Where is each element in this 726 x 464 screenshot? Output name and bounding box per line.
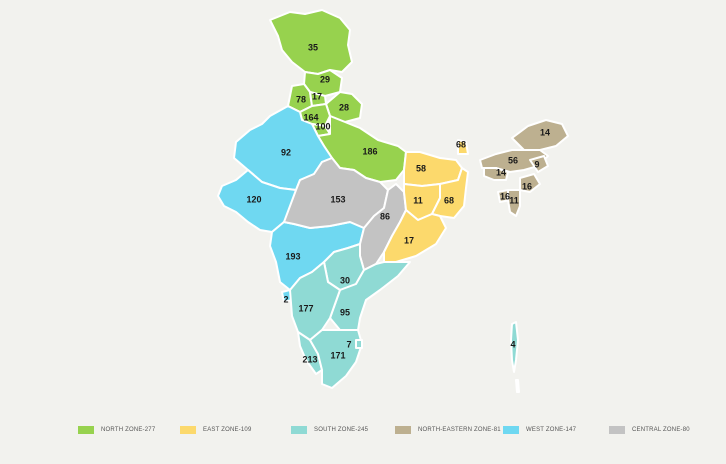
label-maharashtra: 193 xyxy=(285,251,300,261)
label-tripura: 16 xyxy=(500,191,510,201)
region-meghalaya[interactable] xyxy=(483,167,509,181)
legend-swatch xyxy=(180,426,196,434)
legend-label: NORTH-EASTERN ZONE-81 xyxy=(418,427,501,433)
label-nagaland: 9 xyxy=(534,159,539,169)
legend-label: WEST ZONE-147 xyxy=(526,427,577,433)
legend-item-north-eastern: NORTH-EASTERN ZONE-81 xyxy=(395,424,501,436)
legend-item-central: CENTRAL ZONE-80 xyxy=(609,424,690,436)
region-nicobar-islands[interactable] xyxy=(515,379,520,393)
region-nagaland[interactable] xyxy=(529,155,549,173)
label-telangana: 30 xyxy=(340,275,350,285)
legend-label: EAST ZONE-109 xyxy=(203,427,252,433)
label-kerala: 213 xyxy=(302,354,317,364)
label-jharkhand: 11 xyxy=(413,195,423,205)
label-uttar-pradesh: 186 xyxy=(362,146,377,156)
label-puducherry: 7 xyxy=(346,339,351,349)
region-odisha[interactable] xyxy=(383,209,447,263)
region-jammu-kashmir[interactable] xyxy=(269,9,353,75)
label-arunachal-pradesh: 14 xyxy=(540,127,550,137)
legend-item-north: NORTH ZONE-277 xyxy=(78,424,155,436)
legend-label: SOUTH ZONE-245 xyxy=(314,427,369,433)
label-uttarakhand: 28 xyxy=(339,102,349,112)
legend: NORTH ZONE-277 EAST ZONE-109 SOUTH ZONE-24… xyxy=(0,424,726,438)
legend-swatch xyxy=(78,426,94,434)
label-madhya-pradesh: 153 xyxy=(330,194,345,204)
label-andaman-nicobar: 4 xyxy=(510,339,515,349)
region-tamil-nadu[interactable] xyxy=(309,329,363,389)
label-rajasthan: 92 xyxy=(281,147,291,157)
legend-label: NORTH ZONE-277 xyxy=(101,427,156,433)
region-mizoram[interactable] xyxy=(507,189,521,217)
legend-swatch xyxy=(395,426,411,434)
legend-item-south: SOUTH ZONE-245 xyxy=(291,424,368,436)
region-sikkim[interactable] xyxy=(457,139,469,155)
region-west-bengal[interactable] xyxy=(431,167,469,219)
label-bihar: 58 xyxy=(416,163,426,173)
legend-item-west: WEST ZONE-147 xyxy=(503,424,576,436)
label-punjab: 78 xyxy=(296,94,306,104)
label-chhattisgarh: 86 xyxy=(380,211,390,221)
label-manipur: 16 xyxy=(522,181,532,191)
label-karnataka: 177 xyxy=(298,303,313,313)
label-himachal-pradesh: 29 xyxy=(320,74,330,84)
label-odisha: 17 xyxy=(404,235,414,245)
legend-swatch xyxy=(291,426,307,434)
label-meghalaya: 14 xyxy=(496,167,506,177)
legend-swatch xyxy=(609,426,625,434)
label-delhi: 100 xyxy=(315,121,330,131)
label-andhra-pradesh: 95 xyxy=(340,307,350,317)
label-sikkim: 68 xyxy=(456,139,466,149)
label-goa: 2 xyxy=(283,294,288,304)
label-mizoram: 11 xyxy=(509,195,519,205)
legend-item-east: EAST ZONE-109 xyxy=(180,424,252,436)
label-chandigarh: 17 xyxy=(312,91,322,101)
region-manipur[interactable] xyxy=(519,173,541,193)
legend-swatch xyxy=(503,426,519,434)
region-andaman-nicobar[interactable] xyxy=(510,321,519,373)
region-puducherry[interactable] xyxy=(355,339,363,349)
label-west-bengal: 68 xyxy=(444,195,454,205)
label-tamil-nadu: 171 xyxy=(330,350,345,360)
label-jammu-kashmir: 35 xyxy=(308,42,318,52)
legend-label: CENTRAL ZONE-80 xyxy=(632,427,690,433)
region-karnataka[interactable] xyxy=(289,261,341,341)
label-assam: 56 xyxy=(508,155,518,165)
label-gujarat: 120 xyxy=(246,194,261,204)
label-haryana: 164 xyxy=(303,112,318,122)
